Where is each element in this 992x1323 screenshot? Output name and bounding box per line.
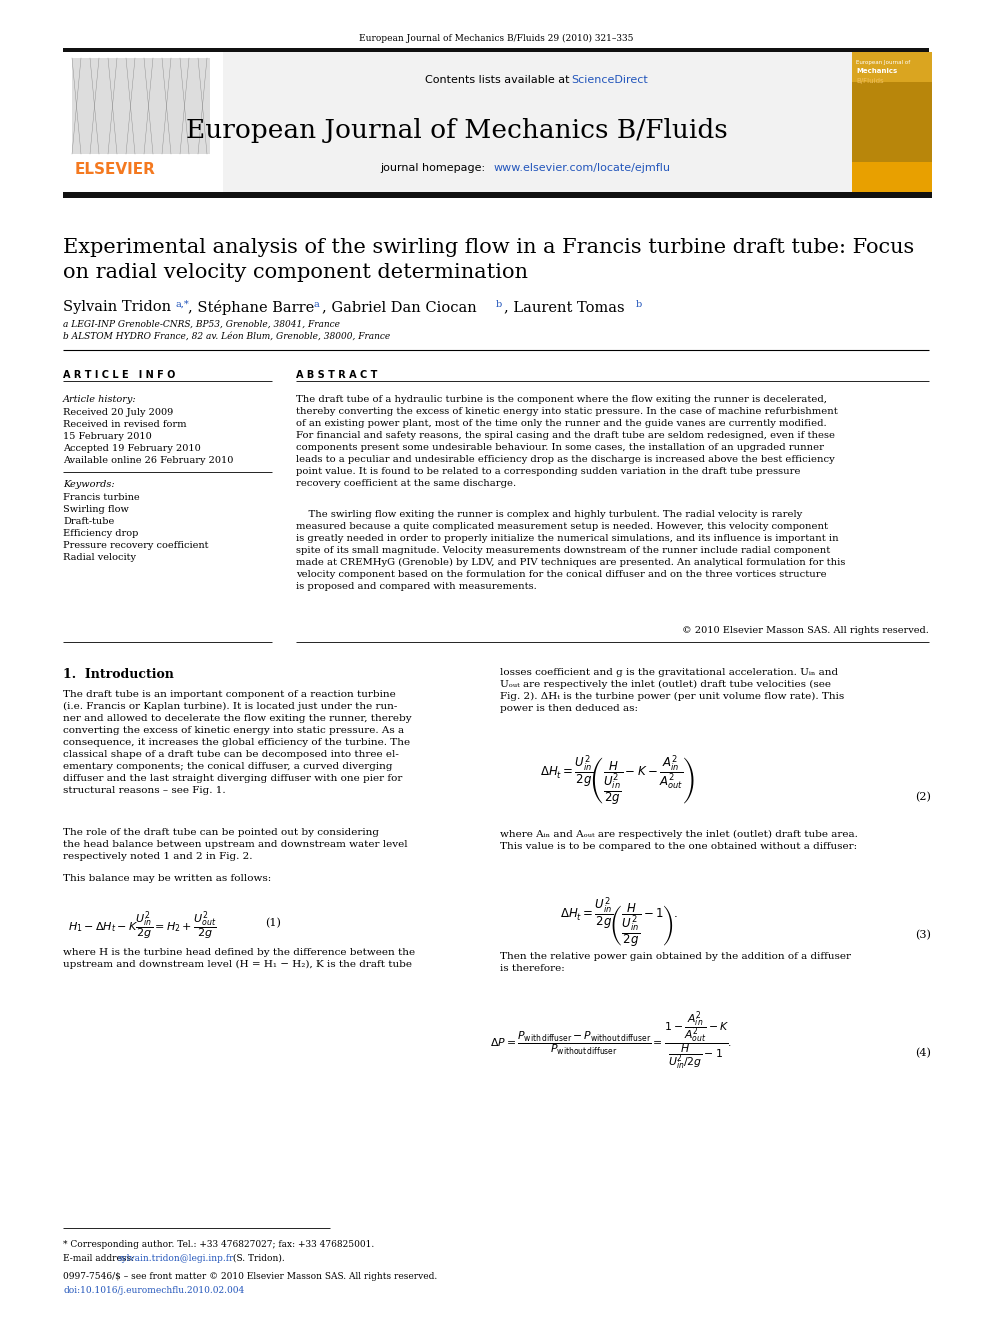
Text: , Stéphane Barre: , Stéphane Barre bbox=[188, 300, 314, 315]
Text: The swirling flow exiting the runner is complex and highly turbulent. The radial: The swirling flow exiting the runner is … bbox=[296, 509, 845, 591]
Text: Article history:: Article history: bbox=[63, 396, 137, 404]
Text: (1): (1) bbox=[265, 918, 281, 929]
Text: sylvain.tridon@legi.inp.fr: sylvain.tridon@legi.inp.fr bbox=[118, 1254, 234, 1263]
Text: Keywords:: Keywords: bbox=[63, 480, 115, 490]
Text: $\Delta H_t = \dfrac{U_{in}^2}{2g}\!\left(\dfrac{H}{\dfrac{U_{in}^2}{2g}} - 1\ri: $\Delta H_t = \dfrac{U_{in}^2}{2g}\!\lef… bbox=[560, 896, 679, 950]
Text: * Corresponding author. Tel.: +33 476827027; fax: +33 476825001.: * Corresponding author. Tel.: +33 476827… bbox=[63, 1240, 374, 1249]
Text: Then the relative power gain obtained by the addition of a diffuser
is therefore: Then the relative power gain obtained by… bbox=[500, 953, 851, 972]
Text: The draft tube is an important component of a reaction turbine
(i.e. Francis or : The draft tube is an important component… bbox=[63, 691, 412, 795]
Text: Experimental analysis of the swirling flow in a Francis turbine draft tube: Focu: Experimental analysis of the swirling fl… bbox=[63, 238, 915, 257]
Text: The role of the draft tube can be pointed out by considering
the head balance be: The role of the draft tube can be pointe… bbox=[63, 828, 408, 861]
Text: Swirling flow: Swirling flow bbox=[63, 505, 129, 515]
Text: 15 February 2010: 15 February 2010 bbox=[63, 433, 152, 441]
Bar bbox=[852, 161, 932, 192]
Text: Pressure recovery coefficient: Pressure recovery coefficient bbox=[63, 541, 208, 550]
Text: Draft-tube: Draft-tube bbox=[63, 517, 114, 527]
Text: Received 20 July 2009: Received 20 July 2009 bbox=[63, 407, 174, 417]
Text: Available online 26 February 2010: Available online 26 February 2010 bbox=[63, 456, 233, 464]
Text: Mechanics: Mechanics bbox=[856, 67, 897, 74]
Bar bbox=[63, 52, 223, 192]
Text: European Journal of: European Journal of bbox=[856, 60, 911, 65]
Text: $\Delta P = \dfrac{P_{\rm with\,diffuser} - P_{\rm without\,diffuser}}{P_{\rm wi: $\Delta P = \dfrac{P_{\rm with\,diffuser… bbox=[490, 1009, 732, 1073]
Text: © 2010 Elsevier Masson SAS. All rights reserved.: © 2010 Elsevier Masson SAS. All rights r… bbox=[682, 626, 929, 635]
Text: ScienceDirect: ScienceDirect bbox=[571, 75, 648, 85]
Text: A R T I C L E   I N F O: A R T I C L E I N F O bbox=[63, 370, 176, 380]
Text: a,*: a,* bbox=[176, 300, 189, 310]
Text: a LEGI-INP Grenoble-CNRS, BP53, Grenoble, 38041, France: a LEGI-INP Grenoble-CNRS, BP53, Grenoble… bbox=[63, 320, 340, 329]
Bar bbox=[852, 52, 932, 192]
Text: European Journal of Mechanics B/Fluids: European Journal of Mechanics B/Fluids bbox=[186, 118, 728, 143]
Text: A B S T R A C T: A B S T R A C T bbox=[296, 370, 377, 380]
Text: (S. Tridon).: (S. Tridon). bbox=[230, 1254, 285, 1263]
Text: doi:10.1016/j.euromechflu.2010.02.004: doi:10.1016/j.euromechflu.2010.02.004 bbox=[63, 1286, 244, 1295]
Text: where Aᵢₙ and Aₒᵤₜ are respectively the inlet (outlet) draft tube area.
This val: where Aᵢₙ and Aₒᵤₜ are respectively the … bbox=[500, 830, 858, 851]
Text: $\Delta H_t = \dfrac{U_{in}^2}{2g}\!\left(\dfrac{H}{\dfrac{U_{in}^2}{2g}} - K - : $\Delta H_t = \dfrac{U_{in}^2}{2g}\!\lef… bbox=[540, 754, 695, 808]
Text: Accepted 19 February 2010: Accepted 19 February 2010 bbox=[63, 445, 200, 452]
Text: European Journal of Mechanics B/Fluids 29 (2010) 321–335: European Journal of Mechanics B/Fluids 2… bbox=[359, 34, 633, 44]
Text: , Gabriel Dan Ciocan: , Gabriel Dan Ciocan bbox=[322, 300, 477, 314]
Text: Radial velocity: Radial velocity bbox=[63, 553, 136, 562]
Text: 1.  Introduction: 1. Introduction bbox=[63, 668, 174, 681]
Bar bbox=[852, 52, 932, 82]
Text: Efficiency drop: Efficiency drop bbox=[63, 529, 138, 538]
Text: Sylvain Tridon: Sylvain Tridon bbox=[63, 300, 172, 314]
Text: , Laurent Tomas: , Laurent Tomas bbox=[504, 300, 625, 314]
Text: a: a bbox=[314, 300, 319, 310]
Text: journal homepage:: journal homepage: bbox=[380, 163, 489, 173]
Text: (2): (2) bbox=[915, 792, 930, 802]
Text: Francis turbine: Francis turbine bbox=[63, 493, 140, 501]
Text: losses coefficient and g is the gravitational acceleration. Uᵢₙ and
Uₒᵤₜ are res: losses coefficient and g is the gravitat… bbox=[500, 668, 844, 713]
Text: This balance may be written as follows:: This balance may be written as follows: bbox=[63, 875, 271, 882]
Text: www.elsevier.com/locate/ejmflu: www.elsevier.com/locate/ejmflu bbox=[494, 163, 671, 173]
Text: (4): (4) bbox=[915, 1048, 930, 1058]
Text: Received in revised form: Received in revised form bbox=[63, 419, 186, 429]
Text: b: b bbox=[496, 300, 502, 310]
Text: ELSEVIER: ELSEVIER bbox=[74, 161, 156, 177]
Text: Contents lists available at: Contents lists available at bbox=[425, 75, 573, 85]
Text: $H_1 - \Delta H_t - K\dfrac{U_{in}^2}{2g} = H_2 + \dfrac{U_{out}^2}{2g}$: $H_1 - \Delta H_t - K\dfrac{U_{in}^2}{2g… bbox=[68, 910, 216, 943]
Bar bbox=[63, 192, 932, 198]
Text: on radial velocity component determination: on radial velocity component determinati… bbox=[63, 263, 528, 282]
Bar bbox=[63, 52, 852, 192]
Text: (3): (3) bbox=[915, 930, 930, 941]
Text: The draft tube of a hydraulic turbine is the component where the flow exiting th: The draft tube of a hydraulic turbine is… bbox=[296, 396, 838, 488]
Bar bbox=[63, 48, 929, 52]
Text: b: b bbox=[636, 300, 642, 310]
Text: where H is the turbine head defined by the difference between the
upstream and d: where H is the turbine head defined by t… bbox=[63, 949, 415, 970]
Text: E-mail address:: E-mail address: bbox=[63, 1254, 137, 1263]
Text: 0997-7546/$ – see front matter © 2010 Elsevier Masson SAS. All rights reserved.: 0997-7546/$ – see front matter © 2010 El… bbox=[63, 1271, 437, 1281]
Text: b ALSTOM HYDRO France, 82 av. Léon Blum, Grenoble, 38000, France: b ALSTOM HYDRO France, 82 av. Léon Blum,… bbox=[63, 332, 390, 341]
Bar bbox=[72, 58, 210, 153]
Text: B/Fluids: B/Fluids bbox=[856, 78, 884, 83]
